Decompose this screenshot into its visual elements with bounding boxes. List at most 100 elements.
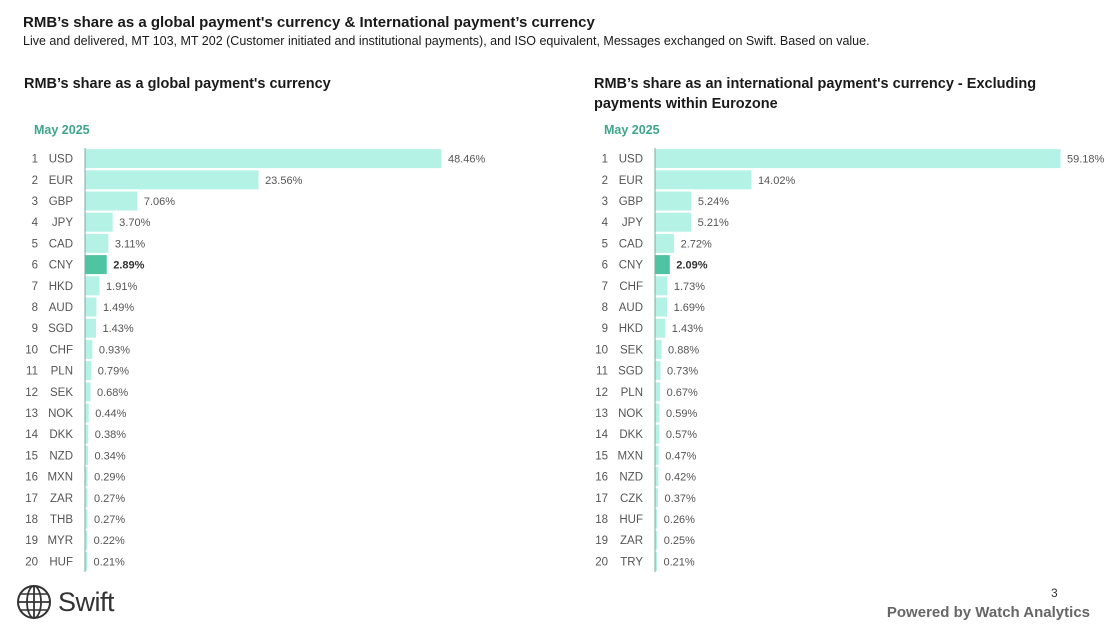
currency-label: HKD (49, 281, 73, 293)
value-label: 14.02% (758, 175, 796, 187)
currency-label: MXN (47, 472, 73, 484)
currency-label: TRY (620, 556, 643, 568)
bar (85, 551, 88, 571)
currency-label: CNY (619, 260, 644, 272)
value-label: 0.67% (667, 387, 698, 399)
value-label: 0.29% (94, 472, 125, 484)
currency-label: CAD (619, 238, 643, 250)
currency-label: JPY (622, 217, 643, 229)
highlight-bar (85, 255, 107, 275)
currency-label: NOK (48, 408, 73, 420)
currency-label: CHF (49, 344, 73, 356)
bar (655, 488, 659, 508)
rank-label: 16 (595, 472, 608, 484)
rank-label: 9 (602, 323, 608, 335)
currency-label: HUF (619, 514, 643, 526)
international-share-panel: RMB’s share as an international payment'… (570, 74, 1110, 579)
rank-label: 15 (595, 450, 608, 462)
currency-label: HUF (49, 556, 73, 568)
currency-label: HKD (619, 323, 643, 335)
currency-label: MXN (617, 450, 643, 462)
bar (655, 382, 661, 402)
rank-label: 10 (595, 344, 608, 356)
bar (655, 191, 692, 211)
page-title: RMB’s share as a global payment's curren… (23, 14, 595, 31)
value-label: 2.72% (681, 238, 712, 250)
currency-label: ZAR (620, 535, 643, 547)
currency-label: CAD (49, 238, 73, 250)
value-label: 0.88% (668, 344, 699, 356)
value-label: 1.43% (103, 323, 134, 335)
value-label: 0.44% (95, 408, 126, 420)
logo-wordmark: Swift (58, 586, 115, 617)
rank-label: 19 (595, 535, 608, 547)
currency-label: GBP (49, 196, 74, 208)
value-label: 0.59% (666, 408, 697, 420)
currency-label: SEK (620, 344, 643, 356)
currency-label: MYR (47, 535, 73, 547)
rank-label: 11 (26, 366, 38, 378)
value-label: 3.70% (119, 217, 150, 229)
bar (655, 509, 658, 529)
bar (655, 361, 661, 381)
bar (655, 424, 660, 444)
rank-label: 7 (602, 281, 608, 293)
rank-label: 13 (25, 408, 38, 420)
value-label: 3.11% (115, 238, 146, 250)
rank-label: 7 (32, 281, 38, 293)
bar (655, 551, 657, 571)
currency-label: EUR (619, 175, 643, 187)
swift-logo: Swift (16, 584, 115, 620)
value-label: 1.91% (106, 281, 137, 293)
rank-label: 4 (32, 217, 39, 229)
global-share-bar-chart: 1 USD 48.46%2 EUR 23.56%3 GBP 7.06%4 JPY 3.70%5 C… (25, 148, 486, 572)
globe-icon (17, 585, 51, 619)
bar (85, 445, 88, 465)
currency-label: DKK (49, 429, 73, 441)
bar (85, 509, 88, 529)
rank-label: 18 (595, 514, 608, 526)
rank-label: 10 (25, 344, 38, 356)
currency-label: AUD (619, 302, 643, 314)
rank-label: 14 (595, 429, 608, 441)
currency-label: JPY (52, 217, 73, 229)
currency-label: AUD (49, 302, 73, 314)
value-label: 0.21% (664, 556, 695, 568)
bar (655, 339, 662, 359)
bar (655, 297, 668, 317)
rank-label: 19 (25, 535, 38, 547)
value-label: 5.24% (698, 196, 729, 208)
bar (655, 170, 752, 190)
bar (655, 530, 658, 550)
bar (85, 382, 91, 402)
value-label: 0.73% (667, 366, 698, 378)
value-label: 7.06% (144, 196, 175, 208)
bar (85, 467, 88, 487)
bar (85, 170, 259, 190)
rank-label: 1 (602, 154, 608, 166)
highlight-bar (655, 255, 670, 275)
bar (655, 276, 668, 296)
rank-label: 16 (25, 472, 38, 484)
panel-title: RMB’s share as a global payment's curren… (24, 76, 331, 92)
value-label: 59.18% (1067, 154, 1105, 166)
rank-label: 8 (32, 302, 38, 314)
bar (85, 233, 109, 253)
bar (85, 297, 97, 317)
rank-label: 15 (25, 450, 38, 462)
value-label: 1.73% (674, 281, 705, 293)
currency-label: SGD (48, 323, 73, 335)
bar (655, 233, 675, 253)
bar (85, 149, 442, 169)
value-label: 0.21% (94, 556, 125, 568)
rank-label: 14 (25, 429, 38, 441)
bar (85, 339, 93, 359)
value-label: 2.09% (676, 260, 707, 272)
rank-label: 6 (602, 260, 608, 272)
value-label: 23.56% (265, 175, 303, 187)
currency-label: USD (619, 154, 643, 166)
rank-label: 12 (595, 387, 608, 399)
rank-label: 5 (32, 238, 38, 250)
value-label: 0.47% (665, 450, 696, 462)
bar (85, 212, 113, 232)
